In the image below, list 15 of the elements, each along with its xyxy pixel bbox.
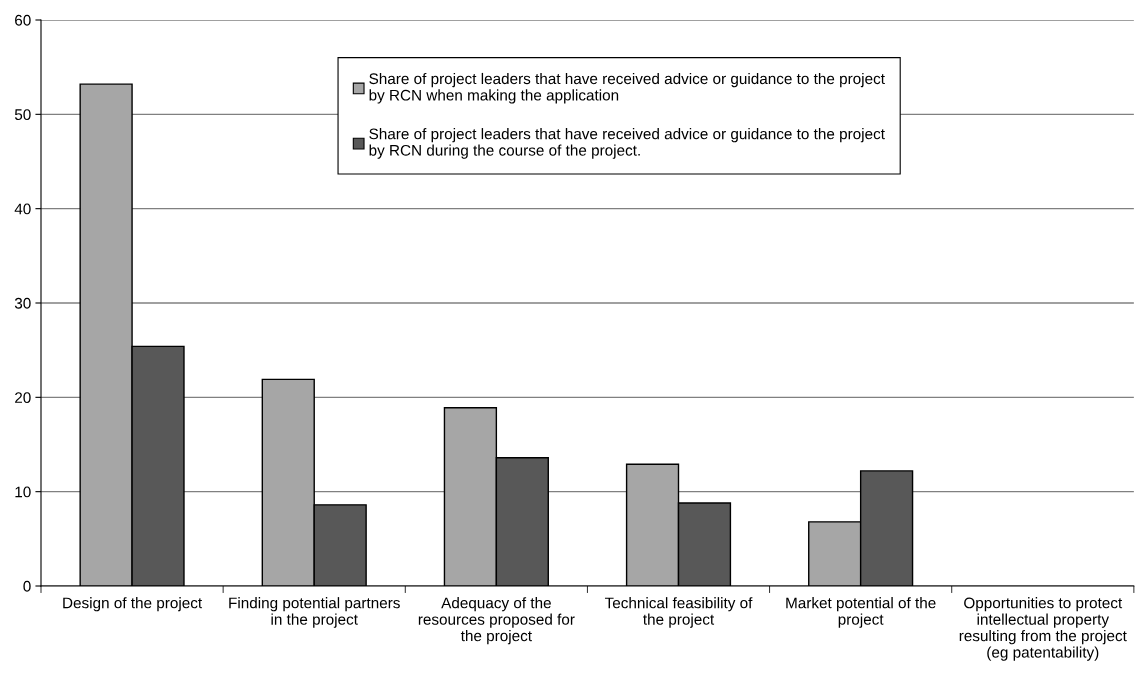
legend-label: Share of project leaders that have received advice or guidance to the project by RCN when making the application bbox=[369, 72, 885, 104]
y-tick-label: 10 bbox=[15, 486, 31, 498]
y-tick-label: 30 bbox=[14, 297, 31, 309]
y-tick-label: 60 bbox=[15, 14, 31, 26]
y-tick-label: 50 bbox=[14, 109, 31, 121]
y-tick-label: 40 bbox=[14, 203, 31, 215]
x-tick-label: Design of the project bbox=[63, 597, 203, 612]
legend-label: Share of project leaders that have received advice or guidance to the project by RCN during the course of the project. bbox=[369, 128, 885, 159]
x-tick-label: Opportunities to protect intellectual property resulting from the project (eg patentability) bbox=[959, 597, 1127, 661]
x-tick-label: Technical feasibility of the project bbox=[604, 597, 753, 628]
y-tick-label: 20 bbox=[15, 392, 31, 404]
y-tick-label: 0 bbox=[23, 580, 31, 592]
x-tick-label: Adequacy of the resources proposed for the project bbox=[418, 597, 575, 645]
x-tick-label: Finding potential partners in the project bbox=[229, 597, 400, 628]
x-tick-label: Market potential of the project bbox=[786, 597, 936, 628]
